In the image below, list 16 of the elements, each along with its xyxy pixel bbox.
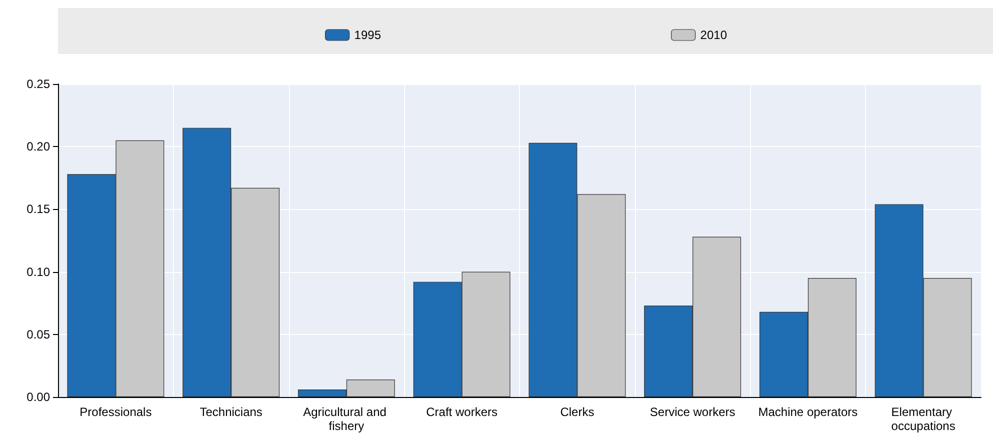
y-tick-label: 0.25 [26, 77, 50, 91]
x-tick-label: Technicians [200, 405, 262, 419]
y-tick-label: 0.20 [26, 140, 50, 154]
legend-label: 2010 [700, 28, 728, 42]
x-tick-label: Craft workers [426, 405, 498, 419]
x-tick-label: Clerks [560, 405, 594, 419]
y-tick-label: 0.15 [26, 202, 50, 216]
y-tick-label: 0.10 [26, 264, 50, 279]
x-tick-label: Service workers [650, 405, 736, 419]
legend-label: 1995 [354, 28, 382, 42]
x-tick-label: Machine operators [758, 405, 858, 419]
x-tick-label: Professionals [80, 405, 152, 419]
y-tick-label: 0.00 [26, 390, 50, 404]
y-tick-label: 0.05 [26, 327, 50, 342]
x-tick-label: Agricultural and fishery [303, 405, 390, 433]
x-tick-label: Elementary occupations [891, 405, 956, 433]
